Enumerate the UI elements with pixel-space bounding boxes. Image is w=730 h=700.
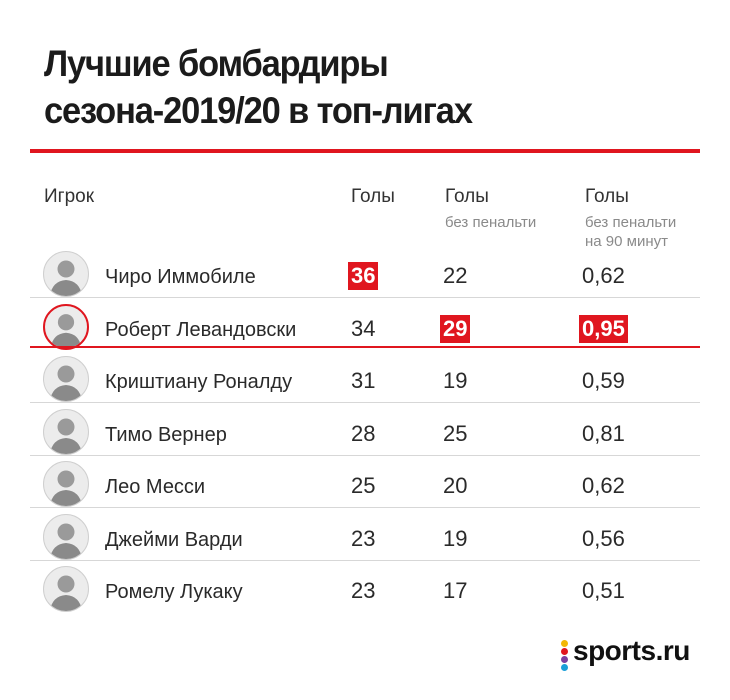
header-goals-np90: Голы — [585, 186, 629, 207]
cell-goals: 28 — [351, 421, 376, 446]
cell-goals-np90: 0,59 — [582, 368, 625, 393]
logo-dots — [561, 640, 569, 671]
player-photo — [43, 514, 89, 560]
chart-title: Лучшие бомбардиры сезона-2019/20 в топ-л… — [44, 40, 639, 134]
cell-goals: 23 — [351, 526, 376, 551]
header-goals-np: Голы — [445, 186, 489, 207]
header-goals-np90-sub-1: без пенальти — [585, 214, 677, 231]
table-row: Ромелу Лукаку 23 17 0,51 — [30, 564, 700, 616]
row-divider — [30, 455, 700, 456]
cell-goals-np90: 0,56 — [582, 526, 625, 551]
cell-goals-np: 20 — [443, 473, 468, 498]
row-divider — [30, 297, 700, 298]
logo-text: sports.ru — [573, 635, 690, 666]
logo-dot-purple — [561, 656, 568, 663]
header-goals: Голы — [351, 186, 395, 207]
logo-dot-yellow — [561, 640, 568, 647]
cell-goals: 23 — [351, 578, 376, 603]
player-name: Ромелу Лукаку — [105, 581, 243, 603]
player-name: Роберт Левандовски — [105, 319, 297, 341]
cell-goals-np: 17 — [443, 578, 468, 603]
header-player: Игрок — [44, 186, 95, 207]
cell-goals: 25 — [351, 473, 376, 498]
player-photo — [43, 251, 89, 297]
row-divider — [30, 402, 700, 403]
title-divider — [30, 149, 700, 153]
player-photo — [43, 304, 89, 350]
header-goals-np-sub: без пенальти — [445, 214, 537, 231]
chart-title-line-1: Лучшие бомбардиры — [44, 43, 389, 84]
player-photo — [43, 356, 89, 402]
table-row: Роберт Левандовски 34 29 0,95 — [30, 302, 700, 354]
table-row: Джейми Варди 23 19 0,56 — [30, 512, 700, 564]
cell-goals-np-highlighted: 29 — [440, 315, 471, 343]
player-photo — [43, 409, 89, 455]
player-name: Лео Месси — [105, 476, 206, 498]
row-divider — [30, 507, 700, 508]
cell-goals: 34 — [351, 316, 376, 341]
table-row: Криштиану Роналду 31 19 0,59 — [30, 354, 700, 406]
header-goals-np90-sub-2: на 90 минут — [585, 233, 668, 250]
table-row: Тимо Вернер 28 25 0,81 — [30, 407, 700, 459]
cell-goals-highlighted: 36 — [348, 262, 379, 290]
cell-goals: 31 — [351, 368, 376, 393]
cell-goals-np90-highlighted: 0,95 — [579, 315, 628, 343]
highlight-row-divider — [30, 346, 700, 348]
cell-goals-np: 25 — [443, 421, 468, 446]
cell-goals-np90: 0,51 — [582, 578, 625, 603]
player-name: Джейми Варди — [105, 529, 243, 551]
cell-goals-np: 22 — [443, 263, 468, 288]
player-photo — [43, 566, 89, 612]
cell-goals-np90: 0,81 — [582, 421, 625, 446]
logo-dot-red — [561, 648, 568, 655]
player-name: Тимо Вернер — [105, 424, 227, 446]
table-row: Лео Месси 25 20 0,62 — [30, 459, 700, 511]
player-name: Чиро Иммобиле — [105, 266, 256, 288]
player-photo — [43, 461, 89, 507]
player-name: Криштиану Роналду — [105, 371, 293, 393]
cell-goals-np: 19 — [443, 368, 468, 393]
cell-goals-np90: 0,62 — [582, 473, 625, 498]
chart-title-line-2: сезона-2019/20 в топ-лигах — [44, 90, 473, 131]
logo-dot-blue — [561, 664, 568, 671]
cell-goals-np90: 0,62 — [582, 263, 625, 288]
row-divider — [30, 560, 700, 561]
cell-goals-np: 19 — [443, 526, 468, 551]
table-row: Чиро Иммобиле 36 22 0,62 — [30, 249, 700, 301]
